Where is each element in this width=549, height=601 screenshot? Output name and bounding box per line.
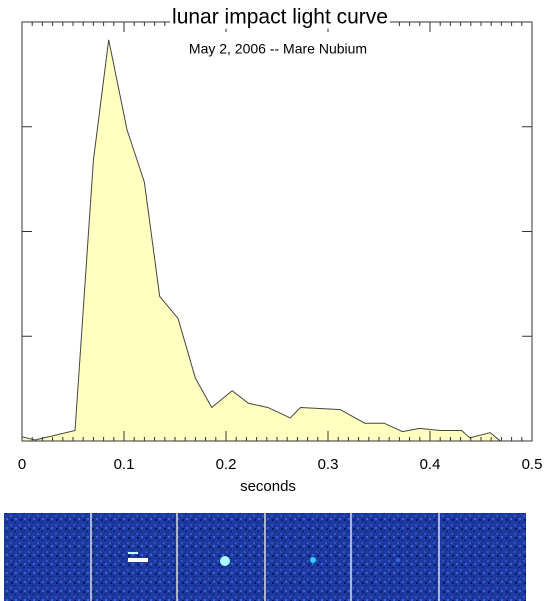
x-tick-label: 0.3: [318, 456, 339, 473]
chart-subtitle: May 2, 2006 -- Mare Nubium: [189, 41, 367, 57]
x-axis-label: seconds: [240, 478, 296, 495]
chart-title: lunar impact light curve: [172, 6, 388, 29]
flash: [220, 556, 230, 566]
flash: [310, 557, 316, 563]
area-line: [21, 39, 501, 442]
plot: 0 0.1 0.2 0.3 0.4 0.5: [18, 21, 543, 473]
x-tick-label: 0: [18, 456, 26, 473]
x-tick-label: 0.2: [216, 456, 237, 473]
flash: [396, 558, 400, 562]
x-tick-label: 0.5: [522, 456, 543, 473]
x-tick-label: 0.1: [114, 456, 135, 473]
flash: [128, 552, 138, 554]
x-tick-label: 0.4: [420, 456, 441, 473]
title-backdrop: [170, 5, 390, 29]
image-frames: [4, 513, 526, 601]
flash: [128, 558, 148, 562]
area-fill: [22, 39, 501, 442]
